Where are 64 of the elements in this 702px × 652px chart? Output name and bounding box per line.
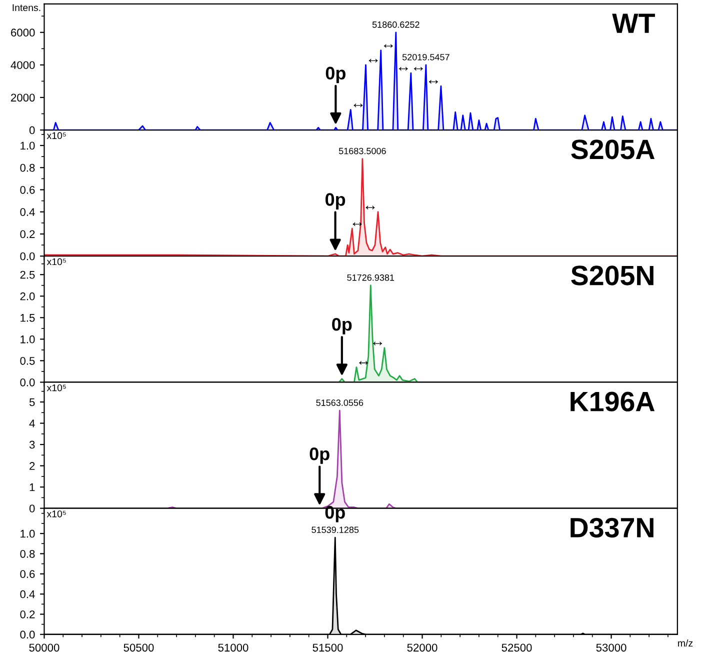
y-tick-label: 0.6 [20,186,35,194]
annotation: 0p [310,448,330,464]
chart-title: S205A [571,140,655,160]
y-tick-label: 0.0 [20,378,35,386]
y-tick-label: 2.5 [20,270,35,279]
y-tick-label: 1.0 [20,142,35,150]
y-tick-label: 0.2 [20,610,35,618]
annotation: ↔ [368,58,378,62]
annotation: 51683.5006 [338,148,386,154]
chart-title: K196A [570,392,655,412]
y-tick-label: 0.0 [20,252,35,260]
x-tick-label: 52500 [502,644,532,652]
annotation: 0p [325,193,346,210]
y-tick-label: 0.2 [20,230,35,238]
y-axis-title: x10⁵ [46,510,66,518]
y-tick-label: 0 [29,504,35,512]
annotation: ↔ [398,67,408,71]
y-tick-label: 0.8 [20,550,35,558]
y-tick-label: 0.6 [20,570,35,578]
annotation: 51726.9381 [347,274,394,281]
y-tick-label: 0.4 [20,208,35,216]
y-tick-label: 0.5 [20,356,35,365]
y-tick-label: 0.8 [20,164,35,172]
y-axis-title: x10⁵ [46,258,66,266]
x-axis-title: m/z [678,639,693,647]
annotation: ↔ [354,104,363,108]
annotation: 51563.0556 [316,400,364,406]
chart-title: D337N [570,518,654,538]
x-tick-label: 53000 [596,644,626,652]
annotation: 0p [332,318,352,334]
y-tick-label: 3 [29,440,35,449]
x-tick-label: 52000 [407,644,438,652]
y-axis-title: x10⁵ [46,384,66,392]
annotation: ↔ [428,80,438,84]
y-tick-label: 4000 [10,61,35,70]
y-tick-label: 0.4 [20,590,35,598]
x-tick-label: 51500 [312,644,343,652]
y-tick-label: 5 [29,398,35,406]
annotation: 51860.6252 [372,21,420,28]
y-tick-label: 6000 [11,28,35,37]
chart-title: S205N [571,266,654,286]
x-tick-label: 51000 [218,644,248,652]
y-axis-title: Intens. [12,4,40,12]
annotation: ↔ [366,206,375,210]
chart-title: WT [612,14,655,33]
y-tick-label: 2 [30,462,35,470]
x-tick-label: 50000 [29,644,60,652]
y-tick-label: 0 [29,126,35,134]
annotation: ↔ [414,67,423,71]
y-tick-label: 4 [29,420,35,428]
annotation: 51539.1285 [312,526,359,533]
annotation: ↔ [384,44,393,48]
y-tick-label: 0.0 [20,630,35,639]
y-tick-label: 2.0 [20,292,35,300]
y-tick-label: 1.0 [20,530,35,538]
annotation: 0p [326,66,346,84]
y-axis-title: x10⁵ [46,132,66,140]
y-tick-label: 1.0 [20,335,35,344]
y-tick-label: 2000 [11,94,35,102]
y-tick-label: 1 [30,483,35,492]
y-tick-label: 1.5 [20,314,35,322]
annotation: 52019.5457 [402,54,450,60]
annotation: 0p [325,506,345,522]
x-tick-label: 50500 [124,644,154,652]
